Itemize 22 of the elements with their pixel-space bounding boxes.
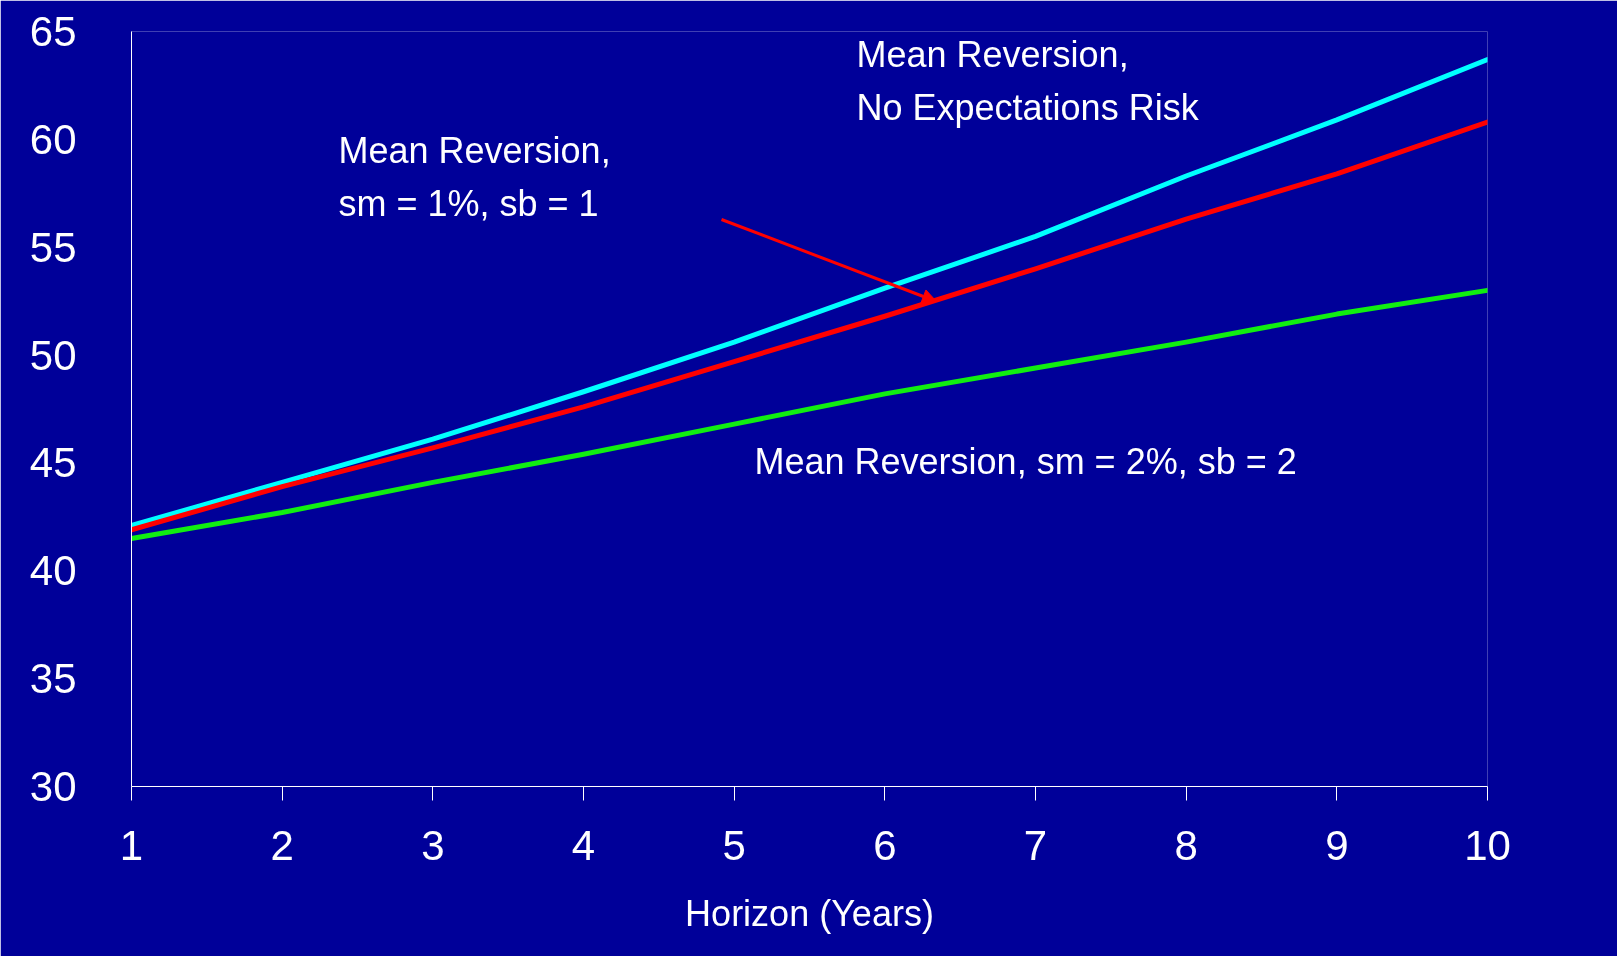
x-tick-label: 2 (270, 821, 294, 869)
x-tick-label: 1 (119, 821, 144, 869)
y-tick-label: 45 (29, 439, 77, 487)
x-tick-label: 6 (873, 821, 897, 869)
x-tick-label: 7 (1023, 821, 1048, 869)
y-tick-label: 50 (29, 331, 77, 379)
y-tick-label: 55 (29, 223, 77, 271)
x-tick-label: 8 (1174, 821, 1198, 869)
y-tick-label: 30 (29, 763, 77, 810)
annotation: Mean Reversion, sm = 1%, sb = 1 (338, 129, 611, 224)
x-tick-label: 9 (1325, 821, 1349, 869)
y-tick-label: 40 (29, 547, 77, 595)
x-tick-label: 3 (421, 821, 445, 869)
x-tick-label: 4 (571, 821, 596, 869)
annotation: Mean Reversion, sm = 2%, sb = 2 (754, 440, 1297, 482)
x-tick-label: 5 (722, 821, 746, 869)
x-tick-label: 10 (1464, 821, 1511, 869)
annotation: Mean Reversion, No Expectations Risk (856, 33, 1200, 128)
y-tick-label: 65 (29, 8, 77, 55)
y-tick-label: 35 (29, 655, 77, 703)
y-tick-label: 60 (29, 115, 77, 163)
x-axis-title: Horizon (Years) (685, 892, 934, 934)
